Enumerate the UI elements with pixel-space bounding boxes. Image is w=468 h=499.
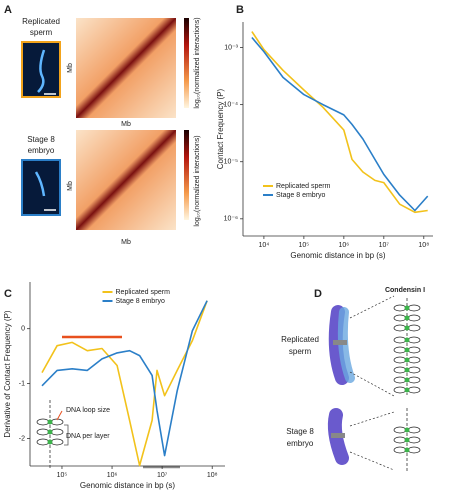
sample-label: Replicated xyxy=(281,335,319,344)
series-line xyxy=(41,300,208,457)
legend-label: Replicated sperm xyxy=(276,183,331,190)
x-axis-label: Genomic distance in bp (s) xyxy=(290,251,385,260)
protein-label: Condensin I xyxy=(385,287,425,294)
x-axis-label: Genomic distance in bp (s) xyxy=(80,481,175,490)
x-tick-label: 10⁷ xyxy=(157,472,168,479)
y-axis-label: Derivative of Contact Frequency (P) xyxy=(3,310,12,437)
x-tick-label: 10⁸ xyxy=(207,472,218,479)
y-axis-label: Contact Frequency (P) xyxy=(216,88,225,169)
colorbar-label: log₁₀(normalized interactions) xyxy=(194,135,201,226)
axis-label: Mb xyxy=(121,121,131,128)
y-tick-label: 10⁻³ xyxy=(224,44,238,51)
x-tick-label: 10⁶ xyxy=(339,242,350,249)
y-tick-label: -2 xyxy=(19,435,25,442)
annotation: DNA per layer xyxy=(66,433,110,440)
sample-label: embryo xyxy=(287,439,314,448)
sample-label: Stage 8 xyxy=(286,427,314,436)
heatmap xyxy=(76,130,176,230)
legend-label: Replicated sperm xyxy=(116,289,171,296)
x-tick-label: 10⁸ xyxy=(418,242,429,249)
axis-label: Mb xyxy=(67,181,74,191)
legend-label: Stage 8 embryo xyxy=(116,298,166,305)
sample-label: Stage 8 xyxy=(27,135,55,144)
x-tick-label: 10⁶ xyxy=(107,472,118,479)
colorbar xyxy=(184,130,189,220)
x-tick-label: 10⁵ xyxy=(57,472,68,479)
colorbar-label: log₁₀(normalized interactions) xyxy=(194,17,201,108)
sample-label: sperm xyxy=(30,28,53,37)
series-line xyxy=(41,300,208,467)
panel-d xyxy=(36,295,421,472)
annotation: DNA loop size xyxy=(66,407,110,414)
sample-label: Replicated xyxy=(22,17,60,26)
sample-label: sperm xyxy=(289,347,312,356)
y-tick-label: -1 xyxy=(19,380,25,387)
embryo-image xyxy=(21,159,61,216)
y-tick-label: 10⁻⁵ xyxy=(224,159,238,166)
panel-label: D xyxy=(314,288,322,300)
y-tick-label: 10⁻⁴ xyxy=(224,101,239,108)
colorbar xyxy=(184,18,189,108)
y-tick-label: 10⁻⁶ xyxy=(224,216,238,223)
axis-label: Mb xyxy=(121,239,131,246)
y-tick-label: 0 xyxy=(21,326,25,333)
sample-label: embryo xyxy=(28,146,55,155)
panel-label: B xyxy=(236,4,244,16)
x-tick-label: 10⁴ xyxy=(259,242,270,249)
heatmap xyxy=(76,18,176,118)
series-line xyxy=(251,36,429,212)
panel-label: A xyxy=(4,4,12,16)
legend-label: Stage 8 embryo xyxy=(276,192,326,199)
series-line xyxy=(251,31,428,214)
x-tick-label: 10⁷ xyxy=(379,242,390,249)
x-tick-label: 10⁵ xyxy=(299,242,310,249)
axis-label: Mb xyxy=(67,63,74,73)
panel-label: C xyxy=(4,288,12,300)
panel-a xyxy=(21,18,189,230)
